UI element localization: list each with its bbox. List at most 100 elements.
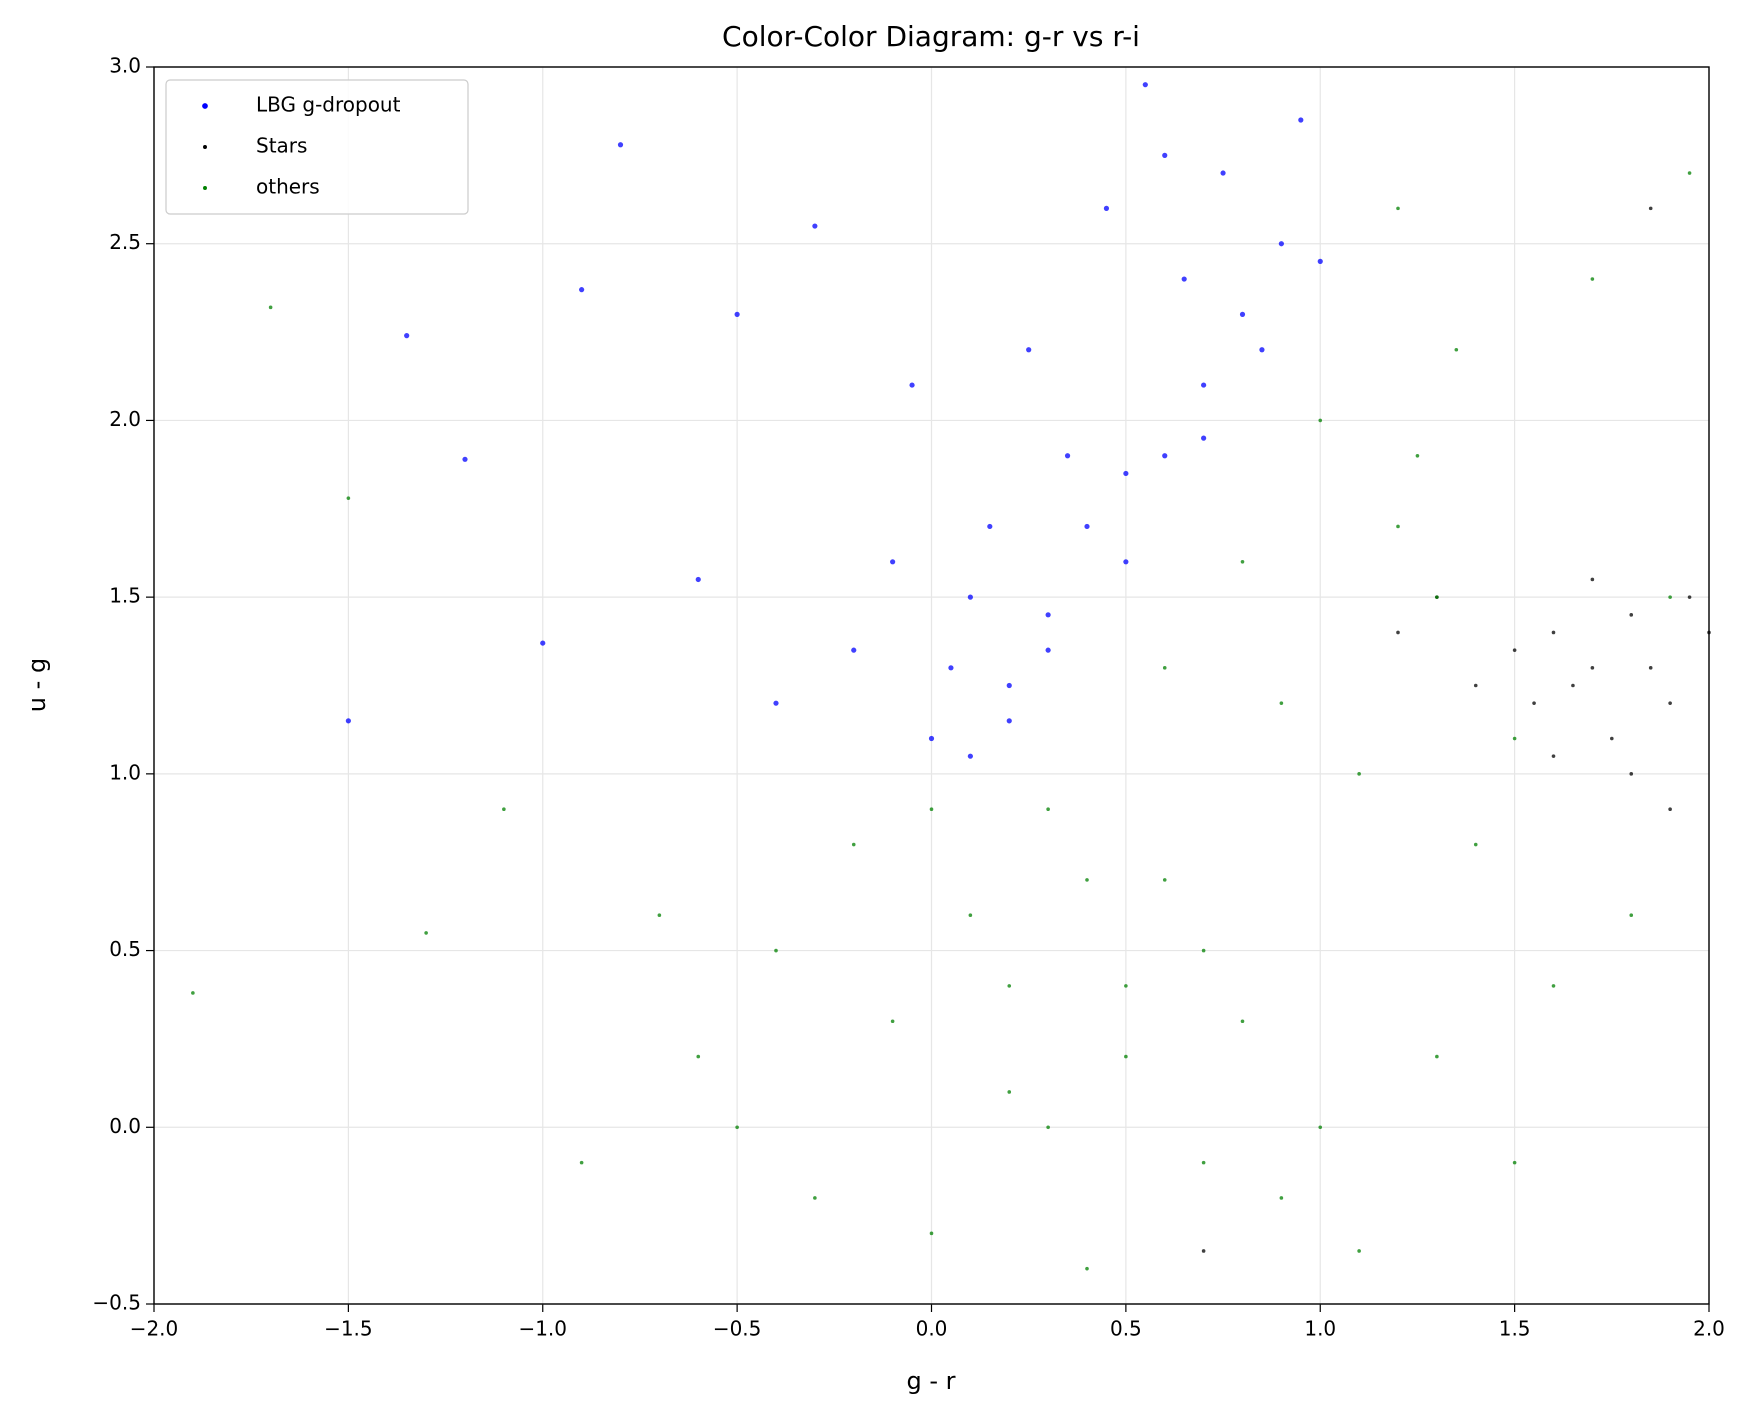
series-points — [1201, 206, 1711, 1253]
point — [928, 735, 935, 742]
point — [191, 991, 195, 995]
point — [617, 142, 624, 148]
point — [1687, 171, 1692, 175]
point — [1084, 523, 1090, 530]
point — [695, 576, 701, 583]
x-tick-label: 0.0 — [916, 1317, 948, 1341]
point — [1435, 595, 1439, 599]
point — [813, 1196, 817, 1200]
point — [1181, 276, 1187, 282]
series-points — [345, 82, 1323, 759]
point — [1240, 560, 1245, 564]
point — [1668, 701, 1672, 705]
legend-label: others — [256, 175, 320, 199]
y-axis-label: u - g — [23, 658, 51, 712]
point — [1162, 878, 1167, 882]
point — [968, 913, 973, 918]
point — [1026, 347, 1032, 353]
point — [967, 594, 973, 600]
point — [1551, 630, 1556, 635]
point — [1396, 630, 1400, 635]
point — [1454, 347, 1459, 352]
point — [1045, 647, 1051, 653]
point — [890, 559, 896, 565]
point — [1668, 807, 1672, 811]
point — [268, 305, 273, 310]
y-tick-label: 1.0 — [109, 760, 141, 784]
legend-label: Stars — [256, 134, 307, 158]
point — [1512, 648, 1517, 652]
point — [1648, 666, 1653, 670]
point — [987, 523, 993, 530]
point — [773, 700, 779, 706]
point — [1046, 807, 1050, 811]
point — [851, 647, 857, 653]
point — [929, 1231, 934, 1236]
point — [1045, 612, 1051, 618]
point — [1085, 878, 1089, 882]
point — [1512, 1160, 1517, 1165]
point — [1239, 311, 1246, 317]
point — [1590, 277, 1595, 281]
y-tick-label: 1.5 — [109, 584, 141, 608]
x-tick-label: 1.5 — [1499, 1317, 1531, 1341]
point — [1629, 913, 1634, 918]
y-tick-label: 3.0 — [109, 54, 141, 78]
point — [1201, 948, 1206, 953]
point — [1357, 1249, 1361, 1253]
point — [967, 753, 973, 759]
point — [1124, 984, 1128, 988]
x-tick-label: 0.5 — [1110, 1317, 1142, 1341]
point — [1396, 206, 1400, 211]
point — [1006, 682, 1012, 689]
point — [774, 948, 778, 953]
legend-marker — [203, 186, 207, 190]
point — [929, 807, 934, 811]
point — [1007, 1090, 1012, 1094]
point — [1007, 984, 1012, 988]
point — [1240, 1019, 1245, 1024]
y-tick-label: 0.5 — [109, 937, 141, 961]
point — [909, 382, 915, 388]
point — [1551, 984, 1556, 988]
point — [1201, 1249, 1206, 1253]
point — [1571, 683, 1575, 688]
point — [1220, 170, 1226, 176]
point — [1473, 842, 1478, 847]
point — [1590, 666, 1595, 670]
point — [579, 287, 585, 293]
legend-box — [165, 79, 469, 215]
point — [735, 1125, 739, 1130]
point — [1473, 683, 1478, 688]
point — [1610, 736, 1614, 741]
x-tick-label: −1.5 — [324, 1317, 373, 1341]
point — [1648, 206, 1653, 211]
point — [1687, 595, 1692, 599]
point — [1162, 453, 1168, 459]
y-tick-label: 2.5 — [109, 230, 141, 254]
point — [1124, 1054, 1128, 1059]
point — [579, 1160, 584, 1165]
y-tick-label: 0.0 — [109, 1114, 141, 1138]
point — [1201, 1160, 1206, 1165]
legend-marker — [203, 145, 207, 149]
point — [1201, 435, 1207, 441]
y-tick-label: 2.0 — [109, 407, 141, 431]
point — [1357, 772, 1361, 776]
point — [1046, 1125, 1050, 1130]
legend-label: LBG g-dropout — [256, 93, 401, 117]
point — [424, 931, 428, 935]
point — [462, 456, 468, 462]
x-axis-label: g - r — [906, 1367, 955, 1395]
point — [1629, 772, 1634, 776]
point — [1629, 613, 1634, 617]
x-tick-label: −0.5 — [713, 1317, 762, 1341]
point — [696, 1054, 701, 1059]
point — [1064, 453, 1071, 459]
point — [1279, 1196, 1284, 1200]
point — [1085, 1266, 1089, 1271]
legend-marker — [202, 103, 208, 109]
x-tick-label: −2.0 — [130, 1317, 179, 1341]
point — [1201, 382, 1207, 388]
